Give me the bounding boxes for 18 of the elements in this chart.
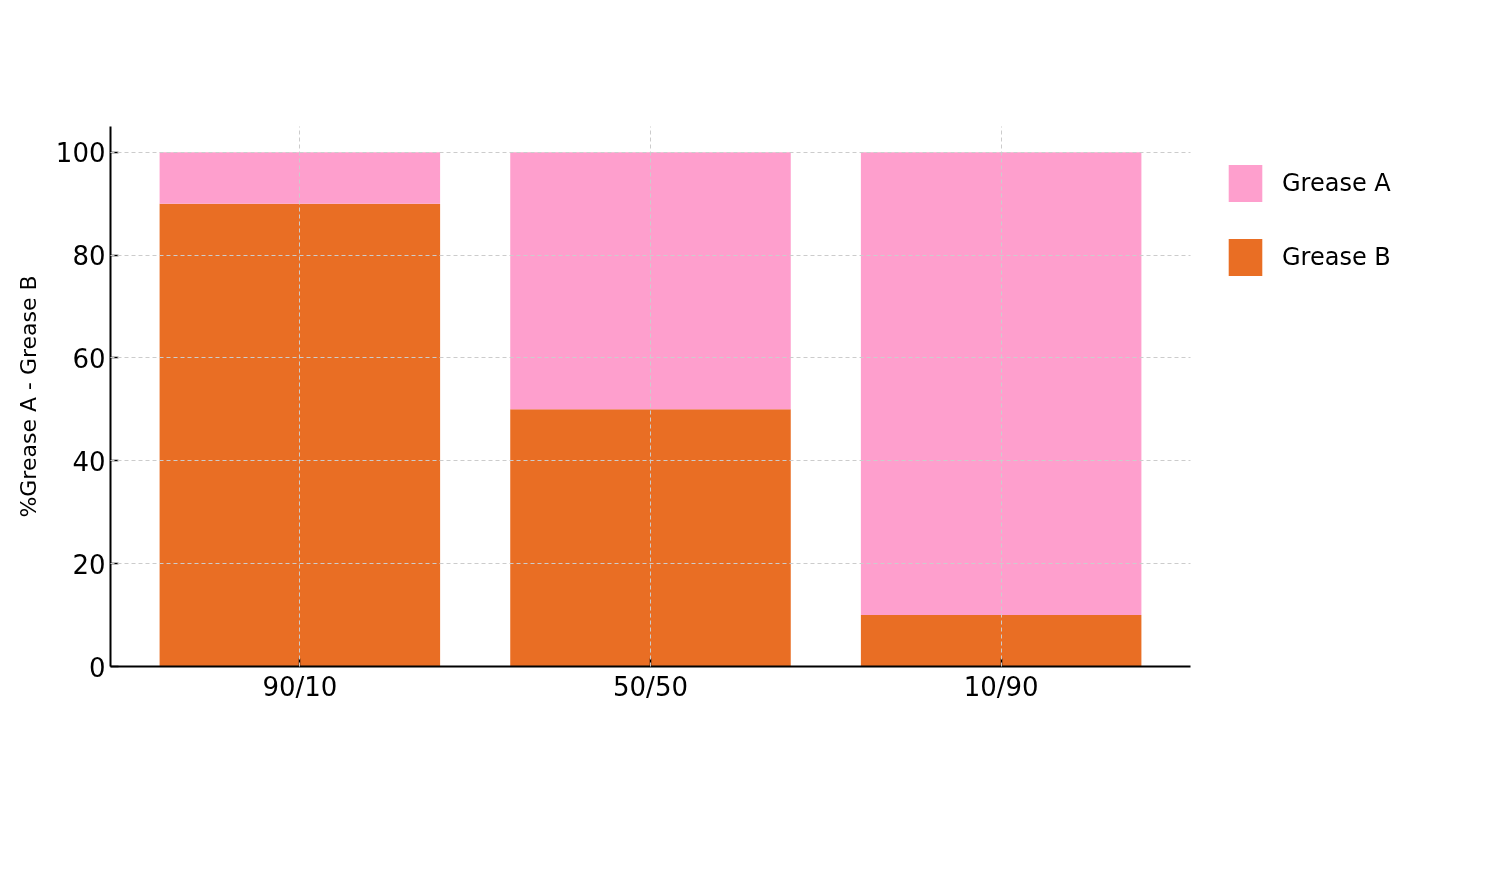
bar <box>860 615 1142 667</box>
x-tick-label: 50/50 <box>613 671 688 702</box>
y-tick-label: 40 <box>72 446 106 477</box>
y-axis-title: %Grease A - Grease B <box>15 275 41 518</box>
bar <box>860 152 1142 616</box>
y-tick-label: 20 <box>72 549 106 580</box>
legend-label: Grease B <box>1282 243 1391 271</box>
bar <box>159 152 441 204</box>
y-tick-label: 100 <box>55 138 106 169</box>
y-tick-label: 60 <box>72 343 106 374</box>
y-tick-label: 0 <box>88 652 106 683</box>
bar <box>159 203 441 667</box>
y-tick-label: 80 <box>72 241 106 272</box>
bar <box>510 409 791 667</box>
legend-label: Grease A <box>1282 169 1391 197</box>
bar <box>510 152 791 410</box>
x-tick-label: 90/10 <box>262 671 338 702</box>
x-tick-label: 10/90 <box>963 671 1039 702</box>
